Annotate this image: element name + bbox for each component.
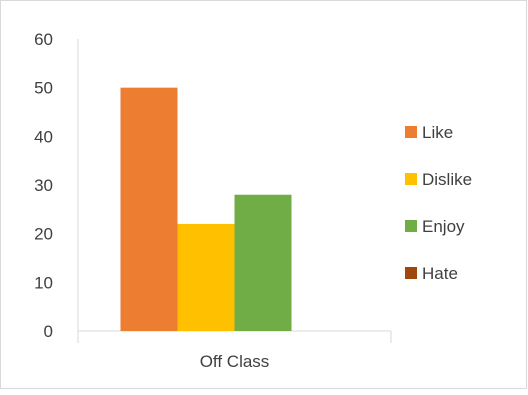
y-tick-label: 0 bbox=[44, 322, 53, 341]
x-category-label: Off Class bbox=[200, 352, 270, 371]
legend-label-dislike: Dislike bbox=[422, 170, 472, 189]
bar-like bbox=[120, 87, 178, 332]
y-tick-label: 50 bbox=[34, 79, 53, 98]
y-tick-label: 10 bbox=[34, 273, 53, 292]
legend-swatch-like bbox=[405, 126, 417, 138]
legend-swatch-dislike bbox=[405, 173, 417, 185]
y-tick-label: 60 bbox=[34, 30, 53, 49]
legend-label-enjoy: Enjoy bbox=[422, 217, 465, 236]
legend-swatch-enjoy bbox=[405, 220, 417, 232]
legend-label-like: Like bbox=[422, 123, 453, 142]
bar-enjoy bbox=[234, 194, 292, 331]
y-tick-label: 20 bbox=[34, 225, 53, 244]
legend-swatch-hate bbox=[405, 267, 417, 279]
legend-label-hate: Hate bbox=[422, 264, 458, 283]
legend: Like Dislike Enjoy Hate bbox=[405, 123, 472, 283]
y-tick-label: 40 bbox=[34, 127, 53, 146]
x-axis-category-labels: Off Class bbox=[200, 352, 270, 371]
bar-dislike bbox=[177, 223, 235, 331]
y-tick-label: 30 bbox=[34, 176, 53, 195]
y-axis-tick-labels: 0 10 20 30 40 50 60 bbox=[34, 30, 53, 341]
bars bbox=[120, 87, 292, 332]
